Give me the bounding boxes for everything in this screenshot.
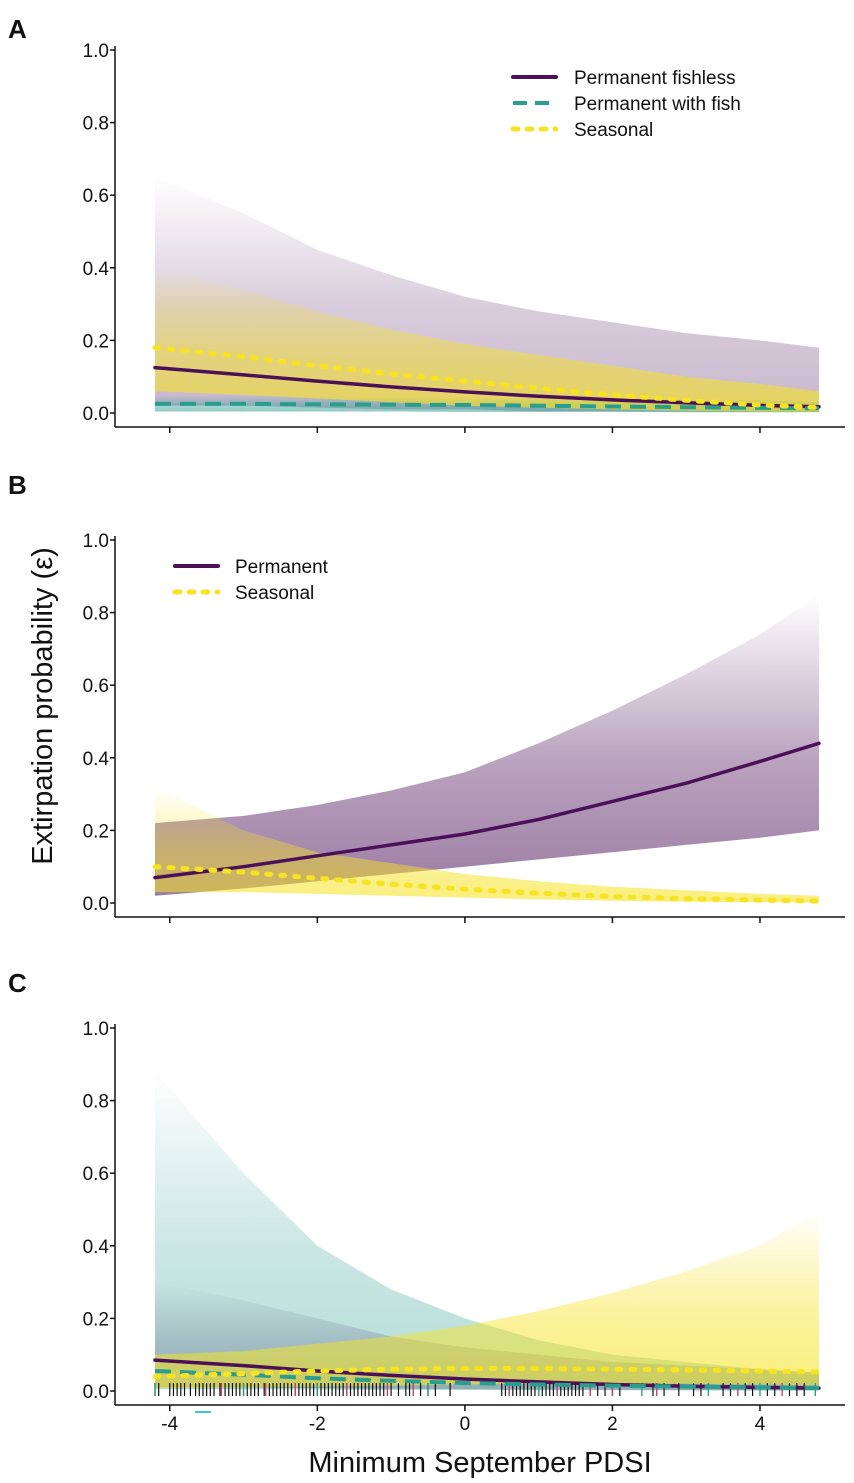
- panel-c-plot: 0.0 0.2 0.4 0.6 0.8 1.0 -4 -2 0 2 4: [83, 1019, 845, 1435]
- y-tick-label-a-0: 0.0: [83, 404, 109, 425]
- line-c-permanent-with-fish: [154, 1369, 820, 1391]
- y-tick-label-c-2: 0.4: [83, 1237, 110, 1258]
- x-tick-label-c-0: -4: [161, 1414, 178, 1435]
- line-c-permanent-fishless: [153, 1358, 821, 1390]
- y-tick-label-a-5: 1.0: [83, 41, 109, 62]
- x-tick-label-c-3: 2: [607, 1414, 618, 1435]
- x-tick-label-c-1: -2: [309, 1414, 326, 1435]
- y-tick-label-b-3: 0.6: [83, 676, 109, 697]
- legend-panel-a: Permanent fishless Permanent with fish S…: [510, 68, 741, 141]
- line-a-seasonal: [152, 345, 822, 411]
- y-tick-label-b-5: 1.0: [83, 531, 109, 552]
- y-tick-label-b-0: 0.0: [83, 894, 109, 915]
- x-axis-title: Minimum September PDSI: [308, 1447, 651, 1479]
- legend-label-permanent-with-fish: Permanent with fish: [574, 94, 741, 115]
- y-tick-label-c-3: 0.6: [83, 1164, 109, 1185]
- line-a-permanent-fishless: [153, 365, 821, 409]
- x-tick-label-c-4: 4: [755, 1414, 766, 1435]
- y-tick-label-c-1: 0.2: [83, 1309, 109, 1330]
- band-c-seasonal: [155, 1209, 819, 1389]
- y-tick-label-c-5: 1.0: [83, 1019, 109, 1040]
- y-tick-label-c-0: 0.0: [83, 1382, 109, 1403]
- band-a-seasonal: [155, 267, 819, 412]
- line-a-permanent-with-fish: [155, 401, 820, 411]
- y-tick-label-a-2: 0.4: [83, 259, 110, 280]
- y-tick-label-b-1: 0.2: [83, 821, 109, 842]
- band-b-seasonal: [155, 786, 819, 903]
- panel-letter-b: B: [8, 470, 27, 500]
- legend-label-seasonal-a: Seasonal: [574, 120, 653, 141]
- y-tick-label-a-3: 0.6: [83, 186, 109, 207]
- line-b-permanent: [153, 741, 821, 880]
- band-b-permanent: [155, 594, 819, 896]
- panel-letter-c: C: [8, 968, 27, 998]
- legend-label-permanent: Permanent: [235, 557, 329, 578]
- y-tick-label-c-4: 0.8: [83, 1092, 109, 1113]
- panel-b-plot: 0.0 0.2 0.4 0.6 0.8 1.0: [83, 531, 845, 923]
- line-c-seasonal: [152, 1366, 822, 1379]
- panel-letter-a: A: [8, 14, 27, 44]
- y-tick-label-b-4: 0.8: [83, 604, 109, 625]
- line-b-seasonal: [152, 864, 822, 904]
- legend-label-seasonal-b: Seasonal: [235, 583, 314, 604]
- x-tick-label-c-2: 0: [460, 1414, 471, 1435]
- y-axis-title: Extirpation probability (ε): [27, 547, 59, 865]
- legend-label-permanent-fishless: Permanent fishless: [574, 68, 736, 89]
- y-tick-label-a-4: 0.8: [83, 114, 109, 135]
- y-tick-label-b-2: 0.4: [83, 749, 110, 770]
- band-c-permanent-with-fish: [155, 1071, 819, 1391]
- panel-a-plot: 0.0 0.2 0.4 0.6 0.8 1.0: [83, 41, 845, 433]
- y-tick-label-a-1: 0.2: [83, 331, 109, 352]
- legend-panel-b: Permanent Seasonal: [172, 557, 329, 604]
